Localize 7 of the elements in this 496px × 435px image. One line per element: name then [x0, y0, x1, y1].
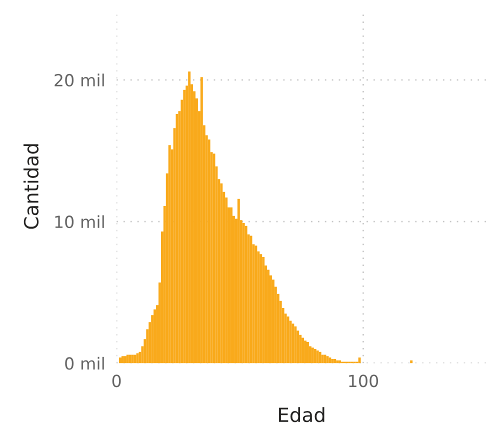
x-axis-title: Edad — [279, 407, 324, 422]
y-tick-label: 20 mil — [54, 74, 104, 87]
y-tick-label: 0 mil — [65, 356, 104, 370]
x-tick-label: 0 — [112, 374, 121, 388]
y-axis-title: Cantidad — [24, 144, 39, 229]
x-tick-label: 100 — [349, 374, 378, 388]
y-tick-label: 10 mil — [55, 215, 104, 228]
